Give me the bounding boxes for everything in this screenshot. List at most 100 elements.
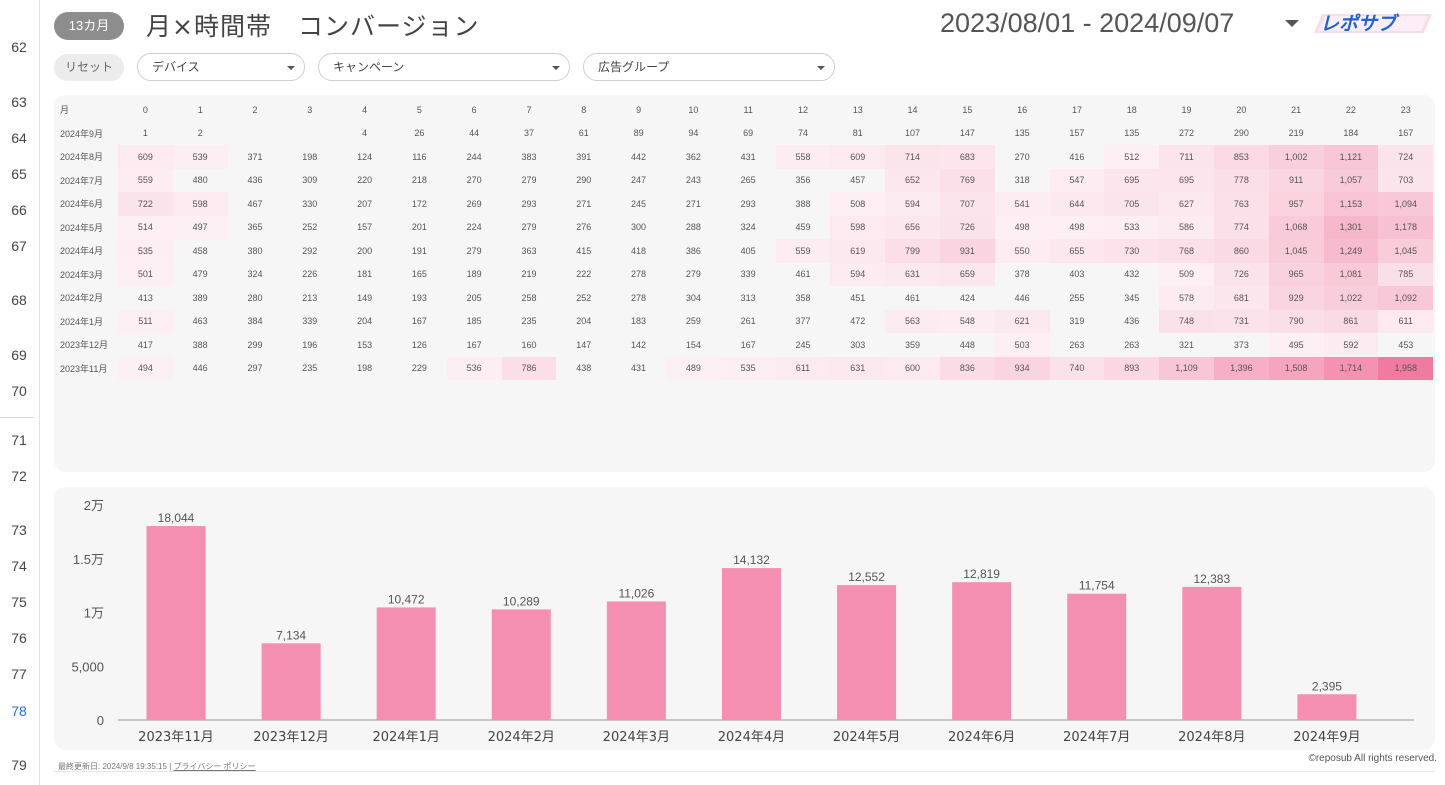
hour-header[interactable]: 10	[688, 104, 699, 115]
hour-header[interactable]: 11	[743, 104, 753, 115]
hour-header[interactable]: 15	[962, 104, 973, 115]
logo-text: レポサブ	[1320, 13, 1400, 34]
hour-header[interactable]: 13	[852, 104, 863, 115]
chevron-down-icon	[552, 66, 560, 70]
page-number-63[interactable]: 63	[11, 94, 27, 110]
heatmap-cell: 258	[521, 292, 537, 303]
page-number-76[interactable]: 76	[11, 630, 27, 646]
monthly-conversion-chart: 0 5,000 1万 1.5万 2万 18,044 2023年11月 7,134 2023年12…	[54, 487, 1435, 750]
hour-header[interactable]: 6	[471, 104, 477, 115]
page-number-77[interactable]: 77	[11, 666, 27, 682]
bar[interactable]	[146, 526, 206, 720]
page-number-66[interactable]: 66	[11, 202, 27, 218]
month-row-label: 2024年7月	[60, 175, 104, 186]
bar[interactable]	[1067, 593, 1127, 720]
page-number-68[interactable]: 68	[11, 292, 27, 308]
bar-data-label: 12,552	[848, 570, 885, 584]
bar[interactable]	[1297, 694, 1357, 720]
heatmap-cell: 263	[1124, 339, 1140, 350]
heatmap-cell: 457	[850, 175, 866, 186]
page-number-64[interactable]: 64	[11, 130, 27, 146]
campaign-filter[interactable]: キャンペーン	[318, 53, 570, 81]
heatmap-cell: 243	[685, 175, 701, 186]
heatmap-cell: 196	[302, 339, 318, 350]
heatmap-cell: 235	[521, 316, 537, 327]
hour-header[interactable]: 5	[416, 104, 422, 115]
page-number-73[interactable]: 73	[11, 522, 27, 538]
bar[interactable]	[606, 601, 666, 720]
bar[interactable]	[721, 568, 781, 720]
hour-header[interactable]: 7	[526, 104, 532, 115]
heatmap-cell: 269	[466, 198, 482, 209]
heatmap-cell: 494	[118, 356, 173, 380]
page-number-65[interactable]: 65	[11, 166, 27, 182]
heatmap-cell: 417	[137, 339, 153, 350]
hour-header[interactable]: 20	[1236, 104, 1247, 115]
page-number-71[interactable]: 71	[11, 432, 27, 448]
page-number-70[interactable]: 70	[11, 383, 27, 399]
heatmap-cell: 722	[118, 192, 173, 216]
page-number-75[interactable]: 75	[11, 594, 27, 610]
reset-button[interactable]: リセット	[54, 54, 124, 81]
page-title: 月×時間帯 コンバージョン	[146, 12, 480, 41]
bar[interactable]	[1182, 586, 1242, 720]
heatmap-cell: 432	[1124, 269, 1140, 280]
heatmap-cell: 339	[302, 316, 318, 327]
hour-header[interactable]: 0	[142, 104, 148, 115]
page-number-79[interactable]: 79	[11, 757, 27, 773]
hour-header[interactable]: 9	[636, 104, 642, 115]
page-number-62[interactable]: 62	[11, 39, 27, 55]
heatmap-cell: 339	[740, 269, 756, 280]
hour-header[interactable]: 2	[252, 104, 258, 115]
bar[interactable]	[837, 585, 897, 720]
heatmap-cell: 380	[247, 245, 263, 256]
hour-header[interactable]: 8	[581, 104, 587, 115]
date-range-dropdown-icon[interactable]	[1285, 20, 1299, 27]
heatmap-row: 2024年1月 511 463 384 339 204 167 185 235 204 183 259…	[54, 309, 1434, 333]
page-number-67[interactable]: 67	[11, 238, 27, 254]
heatmap-cell: 279	[521, 222, 537, 233]
hour-header[interactable]: 23	[1400, 104, 1411, 115]
date-range-display[interactable]: 2023/08/01 - 2024/09/07	[940, 8, 1235, 38]
heatmap-cell: 451	[850, 292, 866, 303]
hour-header[interactable]: 17	[1071, 104, 1082, 115]
bar[interactable]	[491, 609, 551, 720]
bar-chart-svg: 0 5,000 1万 1.5万 2万 18,044 2023年11月 7,134 2023年12…	[71, 498, 1414, 745]
hour-header[interactable]: 14	[907, 104, 918, 115]
hour-header[interactable]: 12	[797, 104, 808, 115]
heatmap-cell: 345	[1124, 292, 1140, 303]
heatmap-cell: 1,092	[1378, 286, 1434, 310]
hour-header[interactable]: 16	[1017, 104, 1028, 115]
page-number-69[interactable]: 69	[11, 347, 27, 363]
page-number-78[interactable]: 78	[0, 696, 38, 726]
heatmap-cell: 154	[685, 339, 701, 350]
hour-header[interactable]: 4	[362, 104, 368, 115]
month-hour-heatmap: 月 0 1 2 3 4 5 6 7 8 9 10 11 12 13 14 15 16 17 18 19 20 21 22 23 2…	[54, 95, 1435, 472]
heatmap-cell: 559	[775, 239, 831, 263]
heatmap-cell: 279	[521, 175, 537, 186]
bar[interactable]	[376, 607, 436, 720]
heatmap-cell: 965	[1268, 262, 1324, 286]
heatmap-cell: 1,958	[1378, 356, 1434, 380]
heatmap-cell: 222	[576, 269, 592, 280]
heatmap-cell: 288	[685, 222, 701, 233]
heatmap-cell: 278	[631, 269, 647, 280]
heatmap-cell: 218	[411, 175, 427, 186]
hour-header[interactable]: 1	[197, 104, 203, 115]
bar[interactable]	[952, 582, 1012, 720]
bar[interactable]	[261, 643, 321, 720]
page-number-72[interactable]: 72	[11, 468, 27, 484]
privacy-policy-link[interactable]: プライバシー ポリシー	[173, 762, 256, 771]
heatmap-cell: 403	[1069, 269, 1085, 280]
device-filter[interactable]: デバイス	[137, 53, 305, 81]
adgroup-filter[interactable]: 広告グループ	[583, 53, 835, 81]
hour-header[interactable]: 22	[1345, 104, 1356, 115]
heatmap-row: 2023年12月 417 388 299 196 153 126 167 160 147 142 15…	[54, 333, 1433, 357]
heatmap-cell: 1,081	[1323, 262, 1379, 286]
hour-header[interactable]: 3	[307, 104, 313, 115]
hour-header[interactable]: 21	[1291, 104, 1302, 115]
hour-header[interactable]: 19	[1181, 104, 1192, 115]
page-number-74[interactable]: 74	[11, 558, 27, 574]
hour-header[interactable]: 18	[1126, 104, 1137, 115]
y-tick-label: 2万	[84, 498, 104, 513]
